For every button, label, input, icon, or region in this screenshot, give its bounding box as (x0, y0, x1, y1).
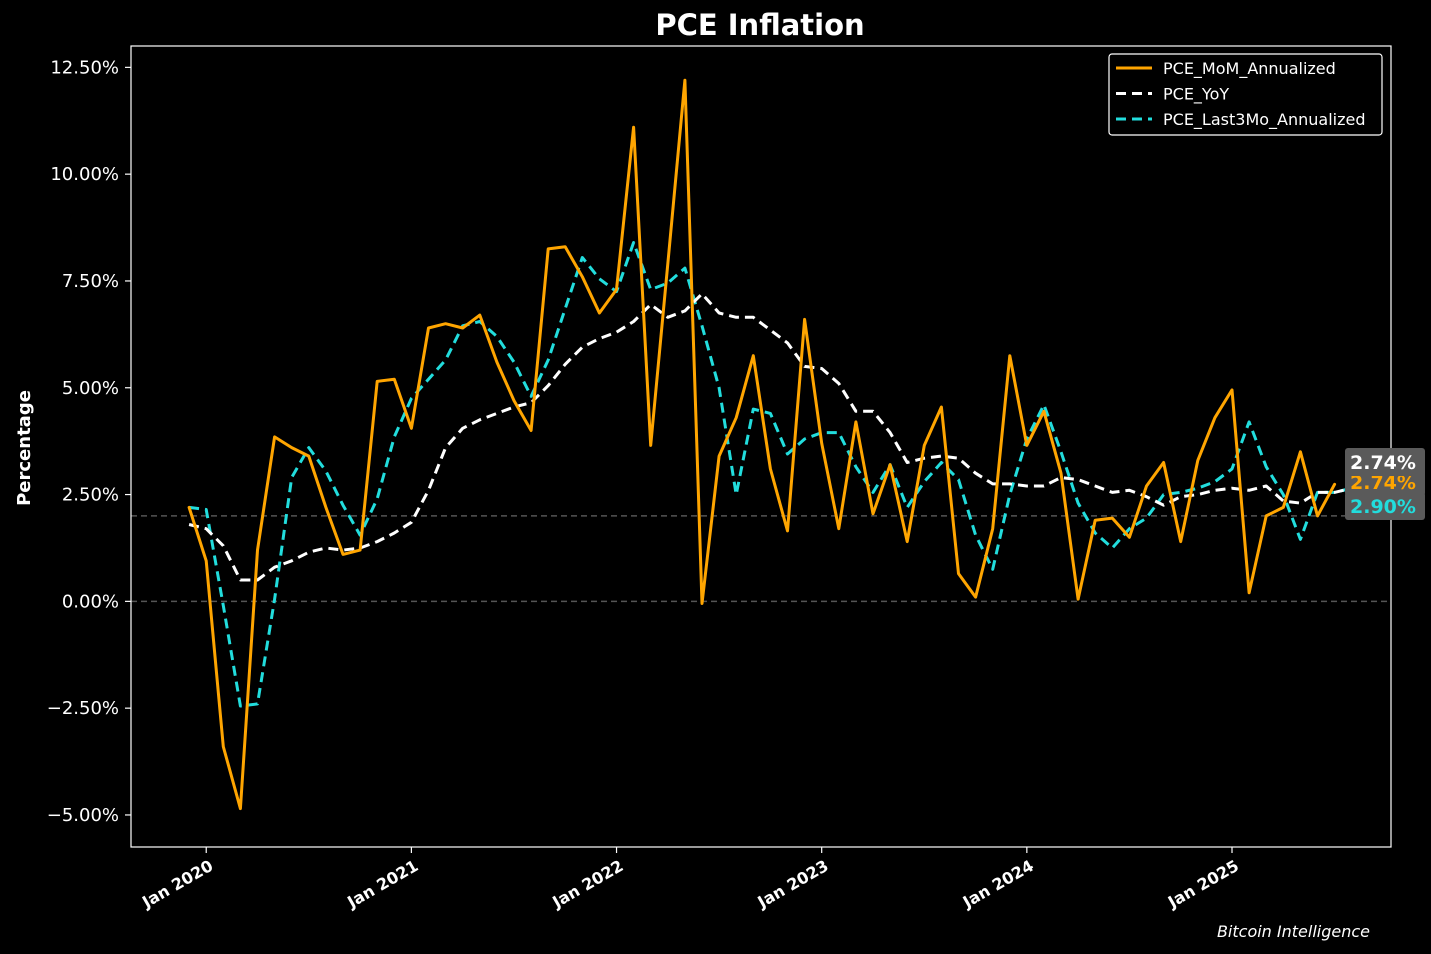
y-tick-label: 5.00% (62, 378, 119, 399)
legend-label-PCE_MoM_Annualized: PCE_MoM_Annualized (1163, 59, 1336, 79)
y-tick-label: 0.00% (62, 591, 119, 612)
legend-label-PCE_YoY: PCE_YoY (1163, 85, 1229, 105)
plot-frame (130, 45, 1392, 848)
end-label-box (1345, 492, 1425, 520)
y-tick-label: 10.00% (50, 164, 119, 185)
end-label-PCE_Last3Mo_Annualized: 2.90% (1350, 496, 1416, 518)
end-label-PCE_YoY: 2.74% (1350, 472, 1416, 494)
y-ticks: −5.00% −2.50% 0.00% 2.50% 5.00% 7.50% 10.00% 12… (47, 57, 131, 826)
end-label-box (1345, 448, 1425, 476)
end-label-PCE_MoM_Annualized: 2.74% (1350, 452, 1416, 474)
watermark: Bitcoin Intelligence (1217, 922, 1370, 941)
y-tick-label: −5.00% (47, 805, 119, 826)
legend-box (1108, 53, 1383, 136)
y-axis-label: Percentage (14, 390, 35, 506)
end-points: 2.74%2.90%2.74% (1345, 448, 1425, 520)
legend-label-PCE_Last3Mo_Annualized: PCE_Last3Mo_Annualized (1163, 110, 1366, 130)
y-tick-label: 7.50% (62, 271, 119, 292)
chart-title: PCE Inflation (655, 8, 864, 42)
y-tick-label: 2.50% (62, 485, 119, 506)
series-line-PCE_MoM_Annualized (187, 78, 1337, 811)
legend: PCE_MoM_Annualized PCE_YoY PCE_Last3Mo_Ann… (1108, 53, 1383, 136)
axes (130, 45, 1392, 848)
reference-lines (131, 515, 1391, 603)
y-tick-label: −2.50% (47, 698, 119, 719)
series-lines (187, 78, 1370, 811)
y-tick-label: 12.50% (50, 57, 119, 78)
series-line-PCE_Last3Mo_Annualized (188, 241, 1370, 708)
